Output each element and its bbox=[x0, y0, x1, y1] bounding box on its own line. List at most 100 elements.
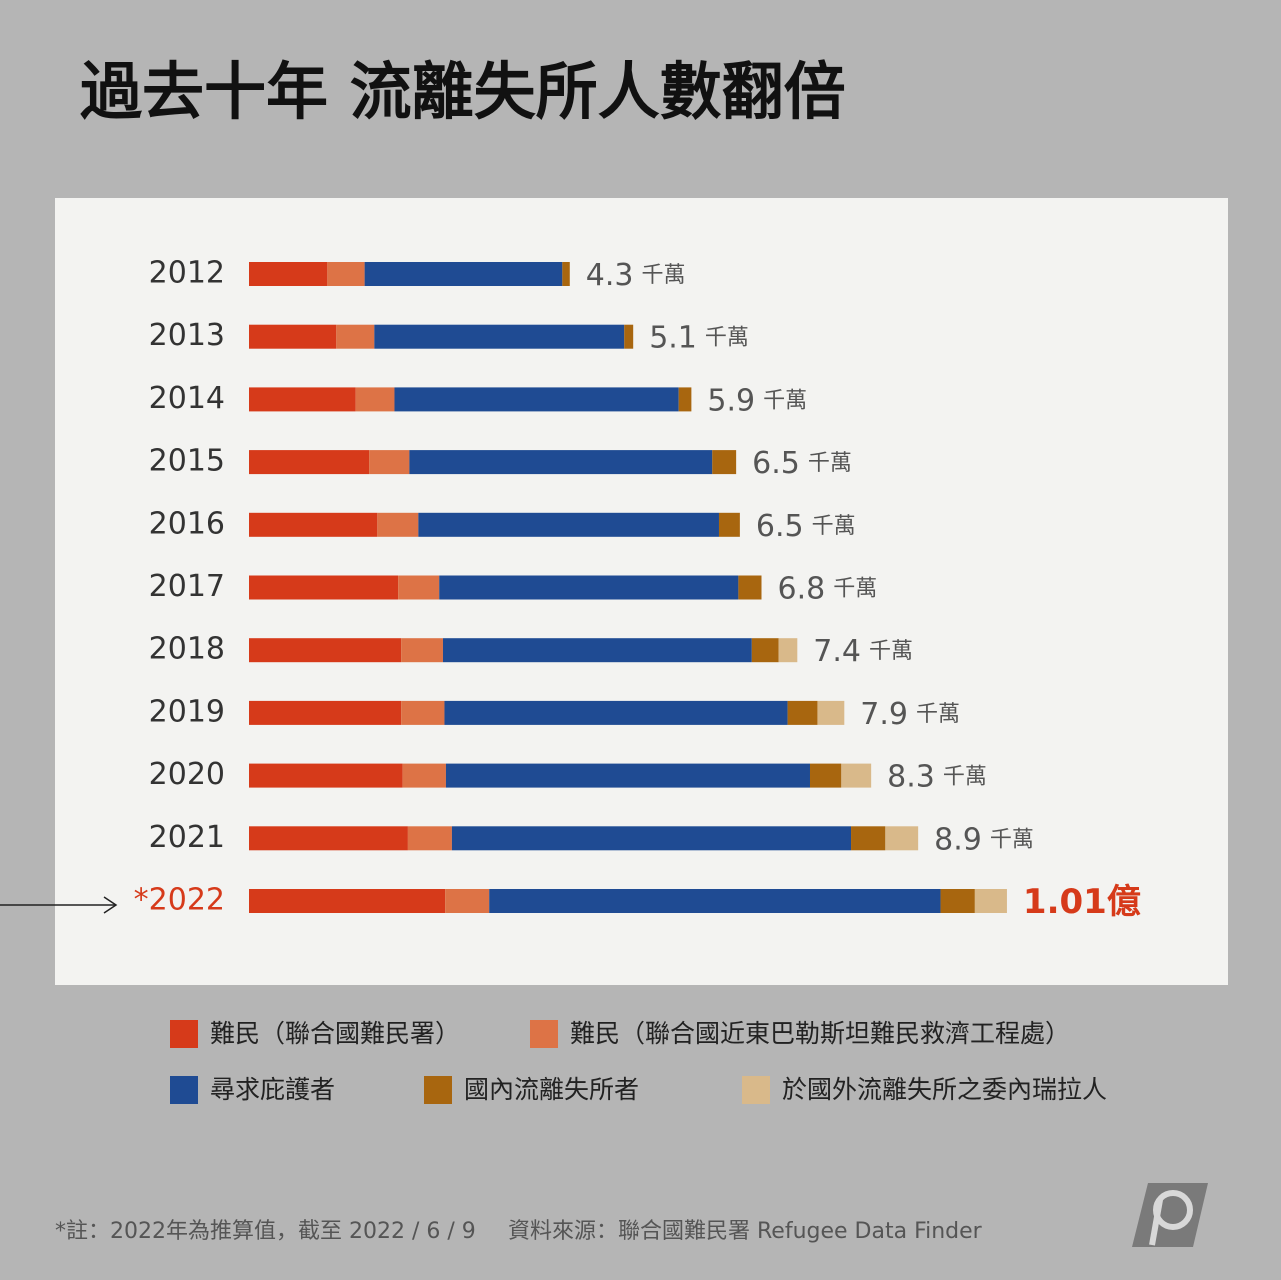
y-tick-label: 2012 bbox=[149, 256, 225, 291]
total-label: 7.4 千萬 bbox=[813, 634, 913, 669]
legend-swatch bbox=[424, 1076, 452, 1104]
bar-segment bbox=[401, 638, 443, 663]
bar-segment bbox=[377, 512, 419, 537]
total-unit: 千萬 bbox=[833, 577, 877, 602]
bar-segment bbox=[249, 575, 399, 600]
total-label: 5.1 千萬 bbox=[649, 320, 749, 355]
bar-segment bbox=[394, 387, 679, 412]
bar-segment bbox=[442, 638, 752, 663]
bar-segment bbox=[439, 575, 739, 600]
legend-swatch bbox=[530, 1020, 558, 1048]
total-value: 5.1 bbox=[649, 320, 697, 355]
total-value: 6.5 bbox=[756, 508, 804, 543]
total-label: 6.8 千萬 bbox=[778, 571, 878, 606]
total-label: 6.5 千萬 bbox=[752, 446, 852, 481]
legend-label: 於國外流離失所之委內瑞拉人 bbox=[782, 1075, 1107, 1104]
total-value: 1.01 bbox=[1023, 882, 1107, 922]
total-value: 6.5 bbox=[752, 446, 800, 481]
bar-segment bbox=[401, 700, 445, 725]
y-tick-label: 2021 bbox=[149, 820, 225, 855]
bar-segment bbox=[445, 763, 810, 788]
bar-segment bbox=[355, 387, 395, 412]
legend-label: 難民（聯合國近東巴勒斯坦難民救濟工程處） bbox=[570, 1019, 1070, 1048]
y-tick-label: 2019 bbox=[149, 694, 225, 729]
bar-segment bbox=[444, 700, 788, 725]
bar-segment bbox=[249, 889, 446, 913]
bar-segment bbox=[489, 889, 941, 913]
bar-segment bbox=[249, 700, 402, 725]
bar-segment bbox=[787, 700, 818, 725]
source: 資料來源：聯合國難民署 Refugee Data Finder bbox=[508, 1219, 983, 1244]
note: *註：2022年為推算值，截至 2022 / 6 / 9 bbox=[55, 1219, 476, 1244]
bar-segment bbox=[974, 889, 1007, 913]
bar-segment bbox=[940, 889, 975, 913]
bar-segment bbox=[778, 638, 798, 663]
bar-segment bbox=[336, 324, 375, 349]
total-unit: 千萬 bbox=[641, 263, 685, 288]
bar-segment bbox=[249, 324, 337, 349]
bar-segment bbox=[418, 512, 719, 537]
legend-swatch bbox=[170, 1076, 198, 1104]
bar-segment bbox=[678, 387, 692, 412]
legend-swatch bbox=[742, 1076, 770, 1104]
bar-segment bbox=[249, 262, 328, 286]
bar-segment bbox=[374, 324, 625, 349]
bar-segment bbox=[364, 262, 563, 286]
total-unit: 千萬 bbox=[808, 451, 852, 476]
total-label: 6.5 千萬 bbox=[756, 508, 856, 543]
total-value: 7.4 bbox=[813, 634, 861, 669]
total-value: 5.9 bbox=[707, 383, 755, 418]
total-value: 6.8 bbox=[778, 571, 826, 606]
bar-segment bbox=[809, 763, 842, 788]
total-unit: 千萬 bbox=[990, 827, 1034, 852]
y-tick-label: 2020 bbox=[149, 757, 225, 792]
total-unit: 千萬 bbox=[763, 388, 807, 413]
bar-segment bbox=[398, 575, 440, 600]
total-label: 7.9 千萬 bbox=[860, 696, 960, 731]
bar-segment bbox=[249, 638, 402, 663]
y-tick-label: 2015 bbox=[149, 444, 225, 479]
bar-segment bbox=[851, 826, 886, 851]
bar-segment bbox=[751, 638, 779, 663]
bar-segment bbox=[327, 262, 365, 286]
bar-segment bbox=[409, 450, 713, 475]
y-tick-label: 2018 bbox=[149, 632, 225, 667]
legend-label: 國內流離失所者 bbox=[464, 1075, 639, 1104]
total-unit: 千萬 bbox=[812, 514, 856, 539]
bar-segment bbox=[712, 450, 737, 475]
total-value: 7.9 bbox=[860, 696, 908, 731]
logo bbox=[1132, 1183, 1208, 1247]
bar-segment bbox=[249, 763, 403, 788]
total-unit: 千萬 bbox=[943, 765, 987, 790]
total-label: 4.3 千萬 bbox=[586, 258, 686, 293]
total-unit: 億 bbox=[1107, 882, 1141, 922]
bar-segment bbox=[445, 889, 490, 913]
bar-segment bbox=[841, 763, 872, 788]
bar-segment bbox=[369, 450, 410, 475]
arrow-head bbox=[103, 896, 118, 914]
y-tick-label: 2014 bbox=[149, 381, 225, 416]
y-tick-label: *2022 bbox=[134, 883, 225, 918]
bar-segment bbox=[817, 700, 845, 725]
bar-segment bbox=[624, 324, 634, 349]
total-label: 8.3 千萬 bbox=[887, 759, 987, 794]
total-label: 1.01億 bbox=[1023, 882, 1141, 922]
total-value: 8.9 bbox=[934, 822, 982, 857]
bar-segment bbox=[249, 512, 378, 537]
bar-segment bbox=[451, 826, 852, 851]
total-value: 8.3 bbox=[887, 759, 935, 794]
bar-segment bbox=[718, 512, 740, 537]
chart-title: 過去十年 流離失所人數翻倍 bbox=[80, 55, 846, 128]
legend-swatch bbox=[170, 1020, 198, 1048]
total-label: 5.9 千萬 bbox=[707, 383, 807, 418]
y-tick-label: 2013 bbox=[149, 318, 225, 353]
bar-segment bbox=[738, 575, 762, 600]
y-tick-label: 2016 bbox=[149, 506, 225, 541]
total-unit: 千萬 bbox=[916, 702, 960, 727]
total-label: 8.9 千萬 bbox=[934, 822, 1034, 857]
bar-segment bbox=[249, 450, 370, 475]
legend-label: 尋求庇護者 bbox=[210, 1075, 335, 1104]
bar-segment bbox=[249, 826, 408, 851]
total-unit: 千萬 bbox=[705, 326, 749, 351]
